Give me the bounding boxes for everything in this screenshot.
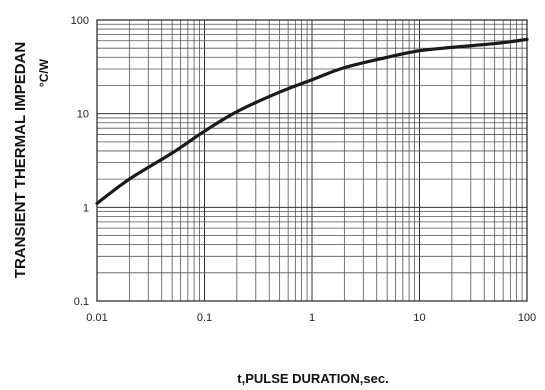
y-axis-label: TRANSIENT THERMAL IMPEDAN bbox=[12, 42, 29, 278]
x-tick-label: 1 bbox=[309, 312, 315, 324]
series-group bbox=[95, 37, 529, 206]
y-tick-label: 0.1 bbox=[74, 296, 89, 308]
tick-labels: 0.01 0.1 1 10 100 0.1 1 10 100 bbox=[71, 15, 537, 324]
y-tick-label: 100 bbox=[71, 15, 89, 27]
grid bbox=[96, 19, 528, 302]
y-axis-unit-label: °C/W bbox=[37, 58, 51, 87]
x-tick-label: 10 bbox=[413, 312, 425, 324]
y-tick-label: 10 bbox=[77, 109, 89, 121]
y-tick-label: 1 bbox=[83, 202, 89, 214]
x-tick-label: 100 bbox=[518, 312, 536, 324]
x-tick-label: 0.01 bbox=[86, 312, 107, 324]
x-axis-label: t,PULSE DURATION,sec. bbox=[237, 371, 388, 386]
series-line bbox=[95, 37, 529, 206]
x-tick-label: 0.1 bbox=[197, 312, 212, 324]
plot-frame bbox=[96, 19, 528, 302]
